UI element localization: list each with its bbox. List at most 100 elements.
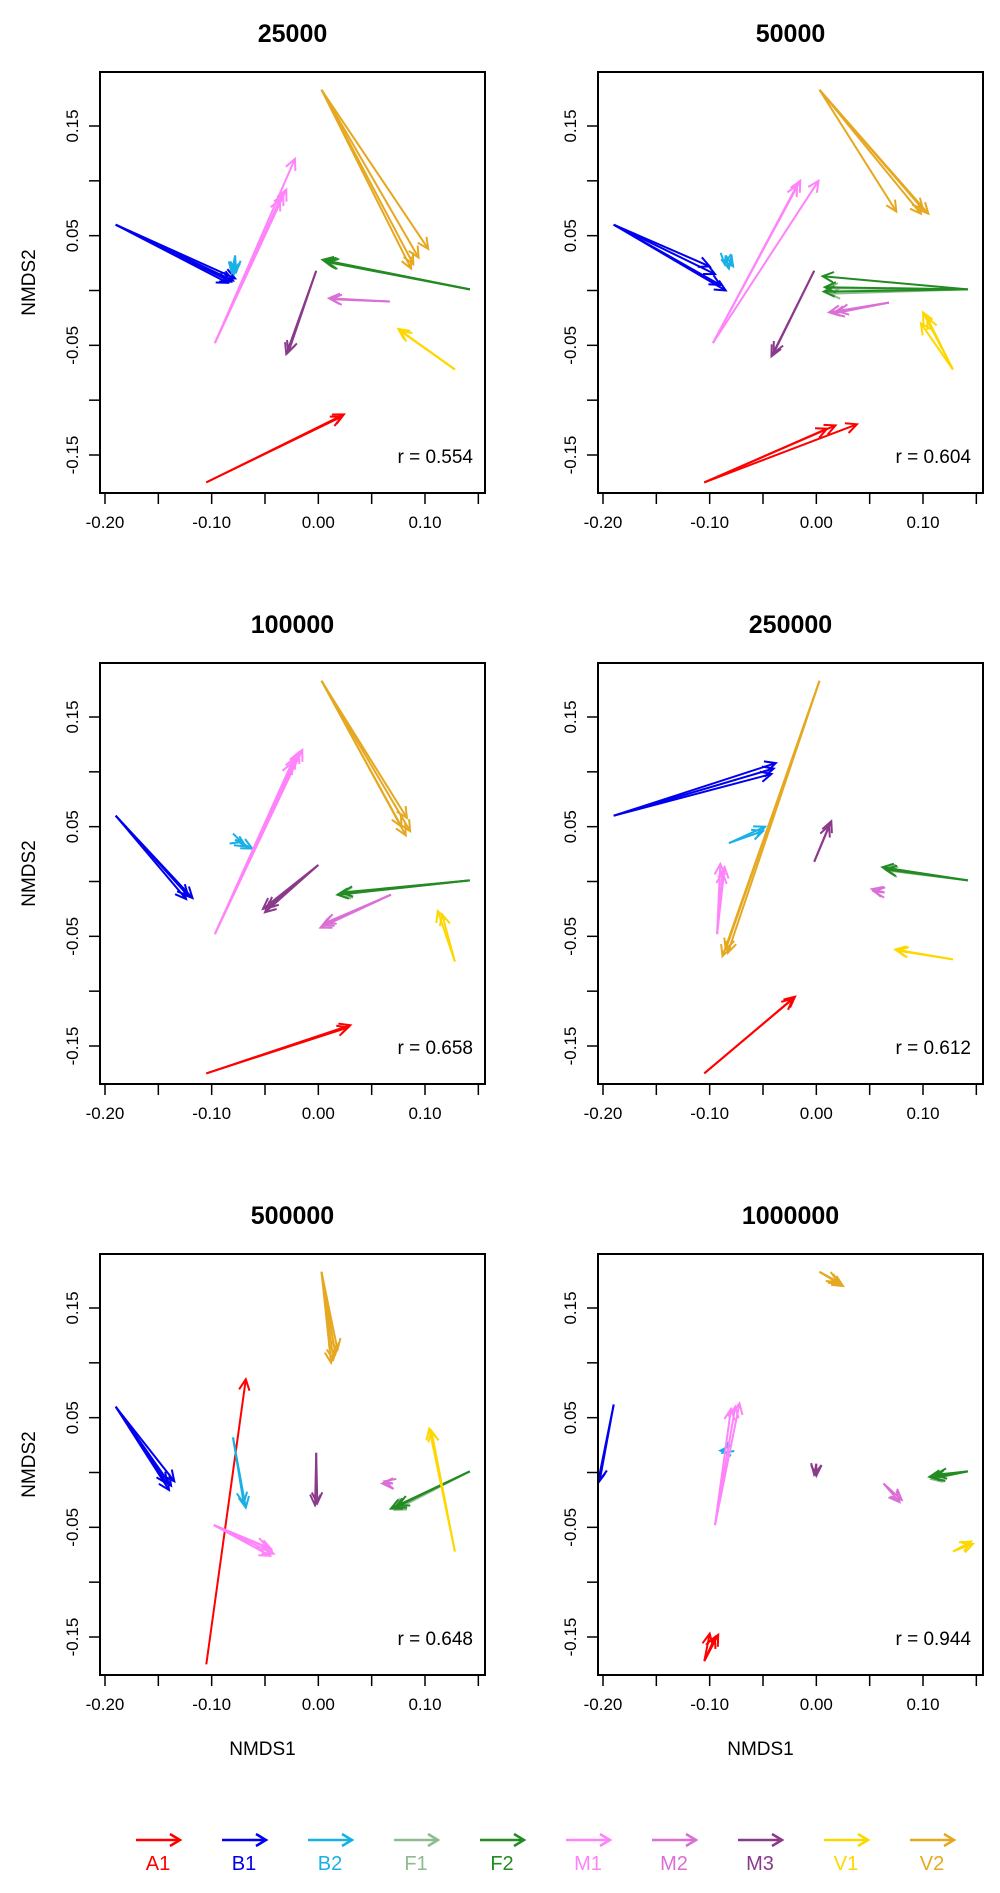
x-tick-label: -0.20 bbox=[584, 513, 623, 532]
arrow-M2 bbox=[835, 301, 890, 316]
arrow-layer bbox=[613, 89, 968, 484]
y-tick-label: 0.05 bbox=[63, 219, 82, 252]
panel-title: 25000 bbox=[258, 20, 328, 48]
arrow-A1 bbox=[703, 997, 795, 1075]
panel-title: 50000 bbox=[756, 20, 826, 48]
x-tick-label: 0.00 bbox=[800, 1104, 833, 1123]
arrow-V2 bbox=[818, 89, 923, 216]
arrow-F2 bbox=[339, 879, 470, 898]
legend-label: M1 bbox=[574, 1853, 602, 1875]
panel-title: 250000 bbox=[749, 611, 832, 639]
y-tick-label: 0.15 bbox=[561, 1291, 580, 1324]
correlation-label: r = 0.658 bbox=[397, 1038, 473, 1059]
y-tick-label: 0.05 bbox=[561, 219, 580, 252]
x-tick-label: 0.10 bbox=[906, 1104, 939, 1123]
y-tick-label: -0.05 bbox=[63, 1508, 82, 1547]
x-tick-label: 0.10 bbox=[906, 513, 939, 532]
y-tick-label: -0.15 bbox=[561, 436, 580, 475]
arrow-F2 bbox=[883, 864, 968, 882]
legend-label: V1 bbox=[834, 1853, 858, 1875]
x-tick-label: 0.10 bbox=[408, 513, 441, 532]
y-tick-label: 0.05 bbox=[561, 810, 580, 843]
plot-frame bbox=[99, 1253, 486, 1676]
arrow-B1 bbox=[114, 815, 188, 901]
arrow-A1 bbox=[703, 1634, 717, 1662]
x-tick-label: -0.10 bbox=[690, 513, 729, 532]
x-tick-label: 0.00 bbox=[302, 1104, 335, 1123]
panel-500000: 500000 -0.20 -0.10 0.00 0.10 -0.15 -0.05 0.05 0.… bbox=[19, 1202, 486, 1760]
arrow-M2 bbox=[871, 886, 886, 899]
y-tick-label: -0.15 bbox=[63, 1618, 82, 1657]
arrow-M2 bbox=[882, 1482, 904, 1502]
y-tick-label: -0.05 bbox=[63, 917, 82, 956]
legend-label: V2 bbox=[920, 1853, 944, 1875]
y-tick-label: -0.05 bbox=[561, 1508, 580, 1547]
y-tick-label: -0.15 bbox=[561, 1027, 580, 1066]
arrow-M2 bbox=[382, 1477, 397, 1490]
arrow-V1 bbox=[427, 1428, 456, 1552]
y-tick-label: 0.15 bbox=[561, 700, 580, 733]
legend-label: B2 bbox=[318, 1853, 342, 1875]
legend-label: B1 bbox=[232, 1853, 256, 1875]
legend-item-B1: B1 bbox=[222, 1832, 269, 1875]
y-tick-label: -0.05 bbox=[63, 326, 82, 365]
arrow-M1 bbox=[213, 1524, 273, 1557]
x-tick-label: -0.20 bbox=[86, 513, 125, 532]
arrow-A1 bbox=[205, 1022, 353, 1075]
panel-1000000: 1000000 -0.20 -0.10 0.00 0.10 -0.15 -0.05 0.05 0… bbox=[561, 1202, 984, 1760]
arrow-F2 bbox=[821, 285, 968, 298]
arrow-A1 bbox=[205, 1377, 251, 1665]
legend-item-F1: F1 bbox=[394, 1832, 441, 1875]
arrow-V2 bbox=[320, 1271, 342, 1352]
panel-250000: 250000 -0.20 -0.10 0.00 0.10 -0.15 -0.05 0.05 0.… bbox=[561, 611, 984, 1123]
x-tick-label: -0.10 bbox=[690, 1695, 729, 1714]
x-tick-label: 0.00 bbox=[800, 513, 833, 532]
y-tick-label: 0.05 bbox=[63, 1401, 82, 1434]
arrow-V1 bbox=[438, 912, 456, 962]
y-tick-label: -0.05 bbox=[561, 917, 580, 956]
x-axis-label: NMDS1 bbox=[229, 1739, 296, 1760]
legend-item-V2: V2 bbox=[910, 1832, 957, 1875]
legend: A1 B1 B2 F1 F2 M1 M2 M3 V1 V2 bbox=[136, 1832, 957, 1875]
legend-item-A1: A1 bbox=[136, 1832, 183, 1875]
x-tick-label: -0.20 bbox=[86, 1104, 125, 1123]
arrow-B2 bbox=[227, 255, 240, 276]
x-tick-label: -0.20 bbox=[584, 1104, 623, 1123]
arrow-F2 bbox=[820, 271, 968, 291]
plot-frame bbox=[597, 1253, 984, 1676]
arrow-layer bbox=[114, 1271, 471, 1665]
legend-label: F2 bbox=[490, 1853, 513, 1875]
y-tick-label: 0.15 bbox=[63, 109, 82, 142]
arrow-M3 bbox=[286, 270, 318, 355]
correlation-label: r = 0.648 bbox=[397, 1629, 473, 1650]
arrow-M1 bbox=[712, 178, 820, 344]
arrow-M1 bbox=[712, 183, 799, 344]
y-tick-label: 0.15 bbox=[63, 700, 82, 733]
y-tick-label: -0.15 bbox=[561, 1618, 580, 1657]
arrow-M2 bbox=[328, 293, 390, 306]
panel-25000: 25000 -0.20 -0.10 0.00 0.10 -0.15 -0.05 0.05 0.1… bbox=[19, 20, 486, 532]
correlation-label: r = 0.604 bbox=[895, 447, 971, 468]
y-tick-label: -0.15 bbox=[63, 436, 82, 475]
arrow-B1 bbox=[598, 1404, 615, 1483]
x-tick-label: 0.00 bbox=[302, 513, 335, 532]
x-tick-label: -0.20 bbox=[86, 1695, 125, 1714]
arrow-layer bbox=[115, 89, 470, 484]
arrow-B1 bbox=[115, 223, 230, 284]
arrow-V2 bbox=[819, 1270, 840, 1283]
arrow-F2 bbox=[324, 257, 470, 291]
arrow-B1 bbox=[613, 223, 728, 292]
arrow-B1 bbox=[613, 223, 718, 276]
correlation-label: r = 0.612 bbox=[895, 1038, 971, 1059]
panel-title: 500000 bbox=[251, 1202, 334, 1230]
legend-item-M1: M1 bbox=[566, 1832, 613, 1875]
legend-label: M2 bbox=[660, 1853, 688, 1875]
arrow-V1 bbox=[919, 321, 954, 371]
panel-title: 100000 bbox=[251, 611, 334, 639]
plot-frame bbox=[99, 71, 486, 494]
y-tick-label: 0.15 bbox=[63, 1291, 82, 1324]
panel-100000: 100000 -0.20 -0.10 0.00 0.10 -0.15 -0.05 0.05 0.… bbox=[19, 611, 486, 1123]
x-tick-label: -0.10 bbox=[192, 1695, 231, 1714]
arrow-V1 bbox=[926, 315, 954, 370]
